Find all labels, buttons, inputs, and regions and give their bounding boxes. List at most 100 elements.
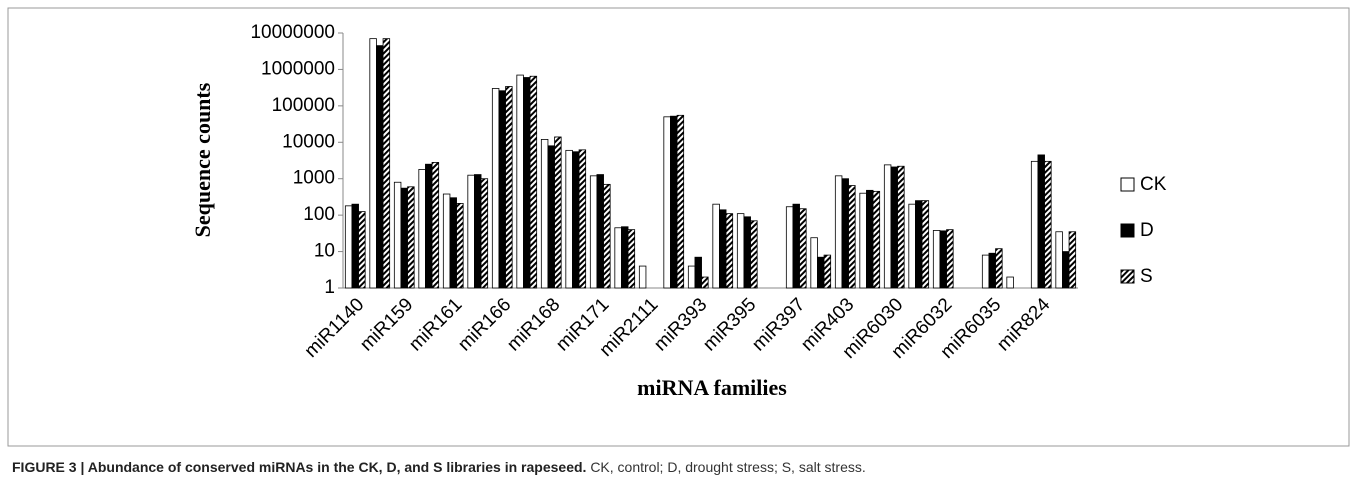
- bar: [792, 203, 800, 289]
- bar: [687, 265, 696, 289]
- bar: [981, 254, 990, 289]
- bar: [425, 163, 433, 289]
- caption-text: CK, control; D, drought stress; S, salt …: [590, 459, 866, 475]
- bar: [670, 115, 678, 289]
- bar: [750, 220, 758, 289]
- bar: [547, 145, 555, 289]
- x-tick-label: miR395: [699, 294, 760, 355]
- x-tick-label: miR1140: [301, 294, 369, 362]
- bar: [823, 254, 832, 289]
- bar: [627, 229, 636, 289]
- bar: [694, 256, 702, 289]
- bar: [719, 209, 727, 289]
- legend-swatch: [1120, 269, 1135, 284]
- caption-title: FIGURE 3 | Abundance of conserved miRNAs…: [12, 459, 587, 475]
- legend-swatch: [1120, 177, 1135, 192]
- bar: [712, 203, 720, 289]
- bar: [589, 175, 598, 289]
- bar: [467, 174, 475, 289]
- bar: [491, 88, 500, 289]
- bar: [848, 185, 856, 289]
- y-tick-label: 10000000: [250, 22, 335, 43]
- y-tick-label: 10: [314, 241, 335, 262]
- x-axis-title: miRNA families: [637, 375, 787, 400]
- y-tick-label: 100000: [272, 95, 335, 116]
- y-tick-label: 1000: [293, 168, 335, 189]
- bar: [382, 38, 391, 289]
- x-tick-label: miR166: [454, 294, 515, 355]
- bar: [540, 139, 549, 289]
- bar: [725, 213, 734, 289]
- bar: [743, 216, 751, 289]
- bar: [866, 189, 874, 289]
- bar: [915, 200, 923, 289]
- bar: [1055, 231, 1063, 289]
- x-tick-label: miR824: [993, 294, 1054, 355]
- bar: [988, 252, 996, 289]
- bar: [799, 208, 807, 289]
- bar: [872, 190, 881, 289]
- y-tick-label: 10000: [282, 131, 335, 152]
- frame: [7, 7, 1350, 447]
- bar: [554, 136, 562, 289]
- x-tick-label: miR393: [650, 294, 711, 355]
- bar: [572, 151, 580, 289]
- bar: [701, 276, 709, 289]
- bar: [578, 149, 587, 289]
- bar: [638, 265, 647, 289]
- bar: [393, 181, 402, 289]
- x-tick-label: miR397: [748, 294, 809, 355]
- bar: [603, 183, 611, 289]
- bar: [480, 178, 489, 289]
- bar: [369, 38, 377, 289]
- bar: [376, 45, 384, 289]
- bar: [596, 174, 604, 289]
- bar: [1037, 154, 1045, 289]
- bar: [431, 162, 440, 289]
- bar: [456, 203, 464, 289]
- bar: [1062, 251, 1070, 289]
- bar: [946, 229, 954, 289]
- bar: [890, 166, 898, 289]
- bar: [565, 149, 573, 289]
- chart: Sequence counts miRNA families 1 10 100 100…: [7, 7, 1350, 447]
- bar: [505, 86, 513, 289]
- bar: [921, 200, 930, 289]
- bar: [523, 77, 531, 289]
- bar: [817, 256, 825, 289]
- x-tick-label: miR168: [503, 294, 564, 355]
- bar: [344, 205, 353, 289]
- bar: [883, 164, 892, 289]
- caption: FIGURE 3 | Abundance of conserved miRNAs…: [12, 459, 866, 475]
- bar: [351, 203, 359, 289]
- bar: [663, 116, 671, 289]
- bar: [908, 203, 916, 289]
- bar: [834, 175, 843, 289]
- bar: [932, 230, 941, 289]
- bar: [1006, 276, 1014, 289]
- bar: [676, 114, 685, 289]
- y-axis-title: Sequence counts: [190, 82, 215, 237]
- bar: [418, 169, 426, 289]
- legend-label: D: [1140, 220, 1154, 241]
- bar: [897, 165, 905, 289]
- x-tick-label: miR159: [356, 294, 417, 355]
- x-tick-label: miR161: [405, 294, 466, 355]
- bar: [1068, 231, 1077, 289]
- bar: [400, 187, 408, 289]
- y-tick-label: 100: [303, 204, 335, 225]
- legend-swatch: [1120, 223, 1135, 238]
- legend-label: S: [1140, 266, 1153, 287]
- y-tick-label: 1000000: [261, 58, 335, 79]
- bar: [407, 186, 415, 289]
- bar: [474, 174, 482, 289]
- bar: [995, 248, 1003, 289]
- bar: [442, 193, 451, 289]
- bar: [810, 237, 818, 289]
- y-tick-label: 1: [324, 277, 335, 298]
- bar: [736, 213, 745, 289]
- bar: [498, 90, 506, 289]
- bar: [614, 227, 622, 289]
- bar: [621, 226, 629, 289]
